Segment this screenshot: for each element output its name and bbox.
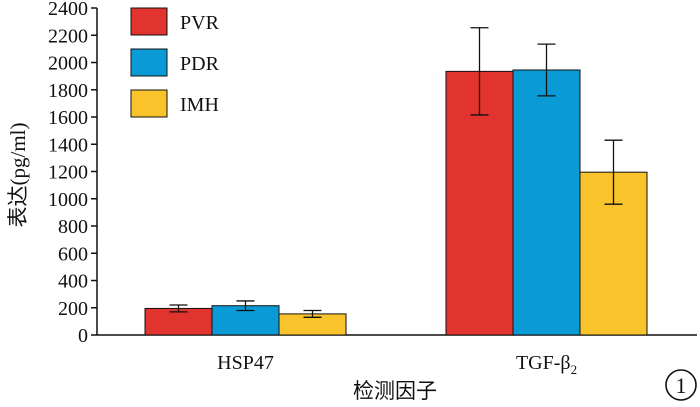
y-tick-label: 1800 — [48, 80, 88, 102]
y-axis-ticks: 0 200 400 600 800 1000 1200 1400 1600 1800 2000 220… — [48, 0, 97, 347]
panel-number: 1 — [665, 369, 697, 401]
panel-number-label: 1 — [676, 373, 687, 398]
y-tick-label: 1000 — [48, 189, 88, 211]
y-axis-title: 表达(pg/ml) — [6, 123, 30, 228]
y-tick-label: 2000 — [48, 53, 88, 75]
error-bars — [169, 27, 623, 318]
y-tick-label: 0 — [78, 325, 88, 347]
y-tick-label: 600 — [58, 243, 88, 265]
legend-label-imh: IMH — [180, 94, 219, 116]
x-axis-categories: HSP47 TGF-β2 — [217, 352, 577, 377]
legend-swatch-pvr — [130, 7, 168, 36]
y-tick-label: 2400 — [48, 0, 88, 20]
bar-pvr-1 — [144, 307, 213, 336]
bar-pdr-2 — [512, 69, 581, 336]
y-tick-label: 200 — [58, 298, 88, 320]
x-category-label: TGF-β2 — [516, 352, 577, 377]
y-tick-label: 800 — [58, 216, 88, 238]
legend-swatch-imh — [130, 89, 168, 118]
legend: PVR PDR IMH — [130, 7, 220, 118]
legend-label-pdr: PDR — [180, 53, 220, 75]
y-tick-label: 1400 — [48, 134, 88, 156]
y-tick-label: 1600 — [48, 107, 88, 129]
y-tick-label: 2200 — [48, 25, 88, 47]
panel-number-circle — [665, 369, 697, 401]
y-tick-label: 1200 — [48, 162, 88, 184]
x-category-label: HSP47 — [217, 352, 274, 374]
bars — [144, 69, 648, 336]
y-tick-label: 400 — [58, 271, 88, 293]
x-axis-title: 检测因子 — [353, 379, 437, 403]
legend-label-pvr: PVR — [180, 12, 220, 34]
legend-swatch-pdr — [130, 48, 168, 77]
